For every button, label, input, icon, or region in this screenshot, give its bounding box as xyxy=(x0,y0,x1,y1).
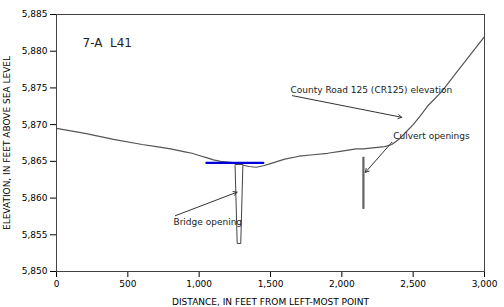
svg-text:1,000: 1,000 xyxy=(186,279,212,289)
svg-text:5,870: 5,870 xyxy=(22,120,48,130)
svg-text:5,850: 5,850 xyxy=(22,266,48,276)
svg-text:2,000: 2,000 xyxy=(329,279,355,289)
svg-text:1,500: 1,500 xyxy=(258,279,284,289)
svg-text:0: 0 xyxy=(54,279,60,289)
svg-text:Bridge opening: Bridge opening xyxy=(173,217,242,227)
svg-text:5,875: 5,875 xyxy=(22,83,48,93)
svg-text:5,865: 5,865 xyxy=(22,156,48,166)
svg-text:500: 500 xyxy=(119,279,136,289)
svg-text:5,855: 5,855 xyxy=(22,230,48,240)
svg-text:7-A L41: 7-A L41 xyxy=(83,36,133,50)
svg-text:DISTANCE, IN FEET FROM LEFT-MO: DISTANCE, IN FEET FROM LEFT-MOST POINT xyxy=(172,297,369,307)
svg-text:County Road 125 (CR125) elevat: County Road 125 (CR125) elevation xyxy=(290,85,452,95)
svg-text:5,860: 5,860 xyxy=(22,193,48,203)
svg-text:ELEVATION, IN FEET ABOVE SEA L: ELEVATION, IN FEET ABOVE SEA LEVEL xyxy=(2,56,12,230)
svg-text:5,885: 5,885 xyxy=(22,9,48,19)
svg-text:3,000: 3,000 xyxy=(472,279,498,289)
svg-text:Culvert openings: Culvert openings xyxy=(393,131,470,141)
svg-text:5,880: 5,880 xyxy=(22,46,48,56)
svg-text:2,500: 2,500 xyxy=(400,279,426,289)
